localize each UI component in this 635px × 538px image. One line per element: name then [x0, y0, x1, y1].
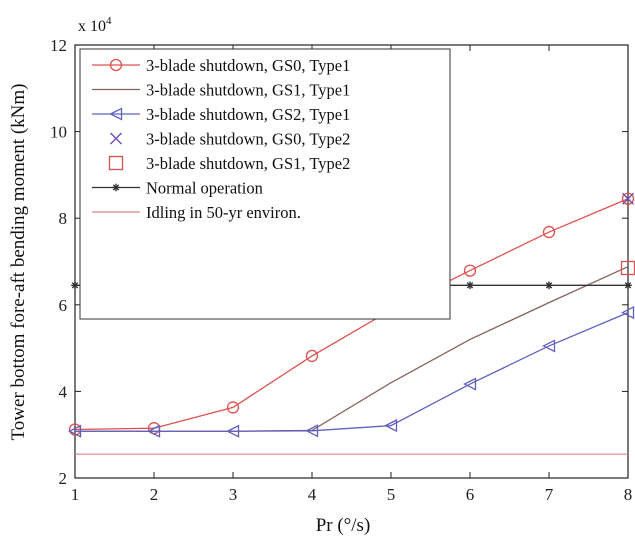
series-2-point-1 — [147, 424, 161, 438]
legend: 3-blade shutdown, GS0, Type1 3-blade shut… — [79, 48, 451, 320]
series-0-point-3 — [305, 349, 319, 363]
legend-label-6: Idling in 50-yr environ. — [146, 203, 301, 222]
y-scale-exponent: 4 — [106, 15, 112, 27]
series-0-point-2 — [226, 401, 240, 414]
x-tick-label-7: 8 — [624, 485, 633, 504]
legend-swatch-marker-0 — [109, 58, 123, 72]
y-axis-label: Tower bottom fore-aft bending moment (kN… — [8, 84, 29, 441]
series-2-point-2 — [226, 424, 240, 438]
legend-entry-2: 3-blade shutdown, GS2, Type1 — [92, 105, 350, 124]
series-2-line — [75, 311, 629, 432]
y-tick-label-2: 6 — [59, 296, 68, 315]
legend-label-1: 3-blade shutdown, GS1, Type1 — [146, 81, 350, 100]
legend-box — [79, 48, 451, 320]
legend-label-2: 3-blade shutdown, GS2, Type1 — [146, 105, 350, 124]
series-0-point-5 — [463, 264, 477, 277]
x-tick-label-4: 5 — [387, 485, 396, 504]
x-tick-label-6: 7 — [545, 485, 554, 504]
series-2-point-3 — [305, 424, 319, 438]
series-0-point-6 — [542, 225, 556, 239]
series-2-point-6 — [542, 339, 556, 353]
x-axis-label: Pr (°/s) — [316, 515, 371, 536]
x-tick-label-3: 4 — [308, 485, 317, 504]
series-0 — [68, 192, 635, 436]
series-2-point-4 — [384, 419, 398, 433]
legend-swatch-marker-2 — [109, 107, 123, 121]
series-0-line — [74, 198, 629, 431]
legend-swatch-marker-4 — [108, 155, 124, 171]
series-0-point-7 — [621, 192, 635, 205]
legend-entry-4: 3-blade shutdown, GS1, Type2 — [108, 154, 350, 173]
legend-entry-0: 3-blade shutdown, GS0, Type1 — [92, 56, 350, 75]
series-3-point-0 — [622, 192, 634, 205]
legend-entry-3: 3-blade shutdown, GS0, Type2 — [110, 130, 350, 149]
legend-entry-5: Normal operation — [92, 179, 263, 198]
series-5-point-5 — [466, 281, 474, 290]
x-tick-label-5: 6 — [466, 485, 475, 504]
series-2-point-5 — [463, 377, 477, 391]
x-tick-label-0: 1 — [71, 485, 80, 504]
y-scale-multiplier: x 104 — [78, 15, 112, 35]
y-tick-label-5: 12 — [50, 36, 67, 55]
series-2-point-0 — [68, 424, 82, 438]
legend-label-4: 3-blade shutdown, GS1, Type2 — [146, 154, 350, 173]
series-3 — [622, 192, 634, 205]
series-5-point-6 — [545, 281, 553, 290]
y-tick-label-1: 4 — [59, 382, 68, 401]
series-2-point-7 — [621, 306, 635, 320]
legend-entry-1: 3-blade shutdown, GS1, Type1 — [92, 81, 350, 100]
y-tick-label-0: 2 — [59, 469, 68, 488]
legend-label-3: 3-blade shutdown, GS0, Type2 — [146, 130, 350, 149]
x-tick-label-1: 2 — [150, 485, 159, 504]
series-5-point-0 — [71, 281, 79, 290]
series-5-point-7 — [624, 281, 632, 290]
y-tick-label-4: 10 — [50, 123, 67, 142]
x-tick-label-2: 3 — [229, 485, 238, 504]
series-2 — [68, 306, 635, 438]
legend-label-0: 3-blade shutdown, GS0, Type1 — [146, 56, 350, 75]
legend-entry-6: Idling in 50-yr environ. — [92, 203, 301, 222]
legend-swatch-marker-3 — [110, 132, 122, 145]
y-scale-base: x 10 — [78, 18, 106, 35]
y-tick-label-3: 8 — [59, 209, 68, 228]
legend-swatch-marker-5 — [112, 183, 120, 192]
legend-label-5: Normal operation — [146, 179, 263, 198]
